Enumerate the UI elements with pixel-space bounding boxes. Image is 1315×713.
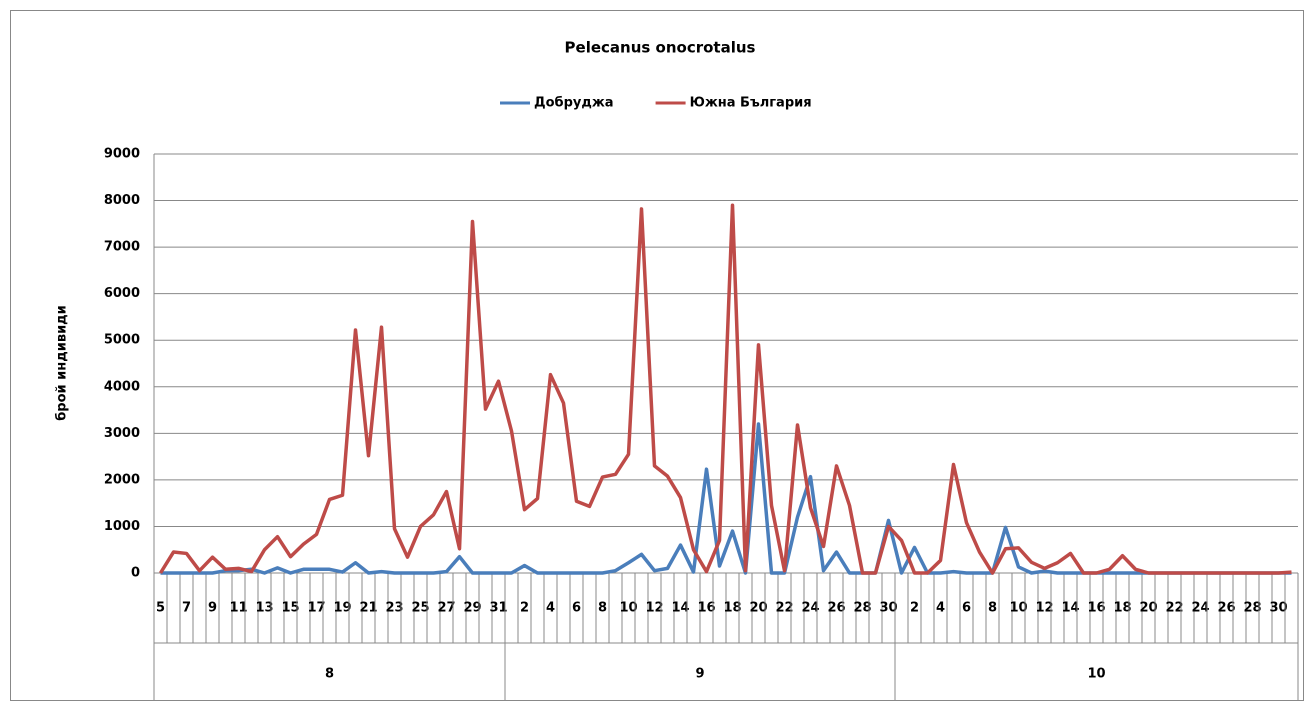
x-tick-label: 17 <box>307 601 325 616</box>
x-tick-label: 26 <box>827 601 845 616</box>
y-axis-label: брой индивиди <box>55 305 70 421</box>
series-line <box>159 203 1292 575</box>
group-label: 10 <box>1087 667 1105 682</box>
x-tick-label: 22 <box>1165 601 1183 616</box>
y-tick-label: 6000 <box>104 286 140 301</box>
x-tick-label: 27 <box>437 601 455 616</box>
x-tick-label: 11 <box>229 601 247 616</box>
x-tick-label: 10 <box>619 601 637 616</box>
x-tick-label: 10 <box>1009 601 1027 616</box>
x-tick-label: 30 <box>1269 601 1287 616</box>
x-tick-label: 8 <box>988 601 997 616</box>
x-tick-label: 2 <box>520 601 529 616</box>
x-tick-label: 24 <box>1191 601 1209 616</box>
y-tick-label: 5000 <box>104 333 140 348</box>
y-tick-label: 8000 <box>104 193 140 208</box>
x-tick-label: 15 <box>281 601 299 616</box>
x-tick-label: 16 <box>697 601 715 616</box>
x-tick-label: 9 <box>208 601 217 616</box>
x-tick-label: 16 <box>1087 601 1105 616</box>
x-tick-label: 8 <box>598 601 607 616</box>
x-tick-label: 14 <box>671 601 689 616</box>
x-tick-label: 20 <box>1139 601 1157 616</box>
y-tick-label: 7000 <box>104 240 140 255</box>
legend-label: Добруджа <box>534 96 614 111</box>
x-tick-label: 25 <box>411 601 429 616</box>
group-label: 8 <box>325 667 334 682</box>
x-tick-label: 31 <box>489 601 507 616</box>
x-tick-label: 12 <box>645 601 663 616</box>
y-tick-label: 3000 <box>104 426 140 441</box>
x-tick-label: 13 <box>255 601 273 616</box>
x-tick-label: 21 <box>359 601 377 616</box>
x-tick-label: 24 <box>801 601 819 616</box>
x-tick-label: 2 <box>910 601 919 616</box>
y-tick-label: 0 <box>131 566 140 581</box>
y-tick-label: 2000 <box>104 472 140 487</box>
x-tick-label: 29 <box>463 601 481 616</box>
y-tick-label: 4000 <box>104 379 140 394</box>
x-tick-label: 18 <box>1113 601 1131 616</box>
x-tick-label: 4 <box>546 601 555 616</box>
x-tick-label: 28 <box>1243 601 1261 616</box>
x-tick-label: 20 <box>749 601 767 616</box>
y-tick-label: 9000 <box>104 147 140 162</box>
x-tick-label: 30 <box>879 601 897 616</box>
x-tick-label: 12 <box>1035 601 1053 616</box>
x-tick-label: 28 <box>853 601 871 616</box>
x-tick-label: 6 <box>572 601 581 616</box>
chart-title: Pelecanus onocrotalus <box>565 39 756 57</box>
series-line <box>160 422 1292 575</box>
x-tick-label: 22 <box>775 601 793 616</box>
group-label: 9 <box>695 667 704 682</box>
x-tick-label: 14 <box>1061 601 1079 616</box>
chart-frame <box>10 10 1304 701</box>
legend-label: Южна България <box>690 96 812 111</box>
x-tick-label: 23 <box>385 601 403 616</box>
x-tick-label: 26 <box>1217 601 1235 616</box>
x-tick-label: 7 <box>182 601 191 616</box>
x-tick-label: 18 <box>723 601 741 616</box>
x-tick-label: 5 <box>156 601 165 616</box>
y-tick-label: 1000 <box>104 519 140 534</box>
x-tick-label: 4 <box>936 601 945 616</box>
x-tick-label: 6 <box>962 601 971 616</box>
x-tick-label: 19 <box>333 601 351 616</box>
